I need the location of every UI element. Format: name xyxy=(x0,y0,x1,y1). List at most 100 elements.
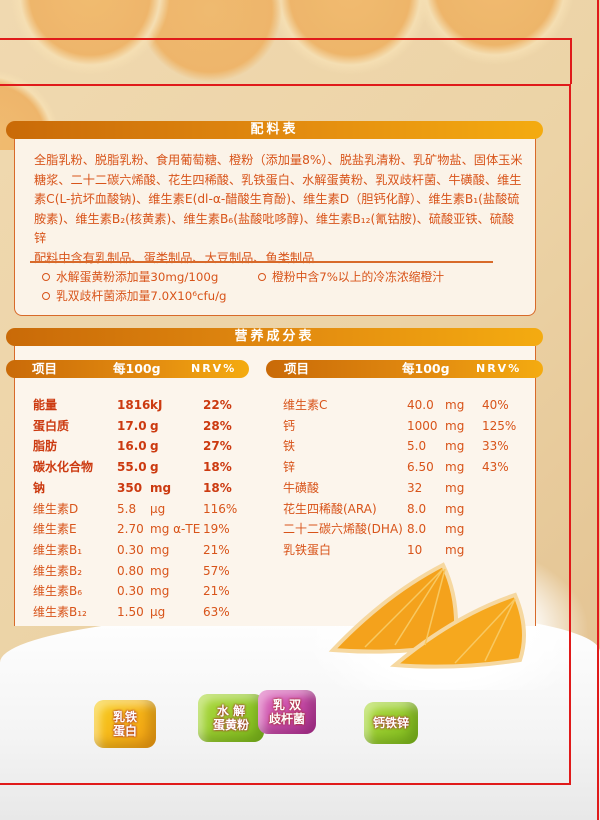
nutrient-name: 牛磺酸 xyxy=(283,480,320,495)
nutrient-nrv: 63% xyxy=(203,605,230,619)
header-per100g: 每100g xyxy=(402,361,450,376)
nutrition-row: 维生素D 5.8 μg 116% xyxy=(0,499,560,519)
circle-bullet-icon xyxy=(42,272,50,281)
nutrition-row: 蛋白质 17.0 g 28% xyxy=(0,416,560,436)
feature-cube-calcium-iron-zinc: 钙铁锌 xyxy=(364,702,418,744)
nutrient-name: 钙 xyxy=(283,418,296,433)
nutrition-row: 钙 1000 mg 125% xyxy=(0,416,560,436)
frame-line xyxy=(569,85,571,784)
nutrient-unit: g xyxy=(150,439,159,454)
nutrient-unit: mg xyxy=(445,439,465,454)
nutrient-unit: mg xyxy=(150,542,170,557)
nutrition-row: 维生素B₁₂ 1.50 μg 63% xyxy=(0,602,560,622)
nutrient-nrv: 43% xyxy=(482,460,509,475)
allergen-statement: 配料中含有乳制品、蛋类制品、大豆制品、鱼类制品 xyxy=(34,250,315,265)
nutrient-name: 锌 xyxy=(283,460,296,475)
ingredients-list: 全脂乳粉、脱脂乳粉、食用葡萄糖、橙粉（添加量8%）、脱盐乳清粉、乳矿物盐、固体玉… xyxy=(34,153,523,246)
nutrient-value: 0.30 xyxy=(117,542,144,557)
nutrient-name: 铁 xyxy=(283,439,296,454)
nutrient-unit: mg xyxy=(445,398,465,412)
nutrient-value: 10 xyxy=(407,542,423,557)
nutrition-row: 乳铁蛋白 10 mg xyxy=(0,540,560,560)
circle-bullet-icon xyxy=(42,291,50,300)
nutrient-unit: g xyxy=(150,418,159,433)
nutrient-name: 维生素B₂ xyxy=(33,563,83,578)
nutrient-unit: mg xyxy=(445,460,465,475)
nutrient-name: 碳水化合物 xyxy=(33,460,94,475)
nutrient-name: 乳铁蛋白 xyxy=(283,542,332,557)
ingredients-title-bar: 配料表 xyxy=(6,121,543,139)
nutrient-value: 1816 xyxy=(117,398,151,412)
note-item: 水解蛋黄粉添加量30mg/100g xyxy=(42,268,218,285)
nutrition-row: 维生素B₆ 0.30 mg 21% xyxy=(0,581,560,601)
nutrient-value: 1000 xyxy=(407,418,438,433)
orange-wedges-image xyxy=(328,562,526,669)
nutrient-nrv: 22% xyxy=(203,398,232,412)
nutrient-value: 8.0 xyxy=(407,522,427,537)
nutrient-name: 花生四稀酸(ARA) xyxy=(283,501,377,516)
nutrient-value: 0.30 xyxy=(117,584,144,599)
nutrient-unit: mg xyxy=(150,584,170,599)
nutrient-nrv: 125% xyxy=(482,418,517,433)
frame-line xyxy=(0,783,571,785)
nutrient-value: 40.0 xyxy=(407,398,434,412)
nutrient-unit: μg xyxy=(150,501,166,516)
nutrient-unit: mg xyxy=(445,501,465,516)
frame-line xyxy=(597,0,599,820)
nutrient-name: 维生素B₁ xyxy=(33,542,83,557)
nutrient-unit: mg xyxy=(445,542,465,557)
nutrient-value: 1.50 xyxy=(117,605,144,619)
nutrition-title-bar: 营养成分表 xyxy=(6,328,543,346)
nutrient-unit: mg xyxy=(445,522,465,537)
nutrient-name: 二十二碳六烯酸(DHA) xyxy=(283,522,403,537)
header-item: 项目 xyxy=(32,361,58,376)
nutrient-name: 维生素C xyxy=(283,398,328,412)
nutrient-value: 17.0 xyxy=(117,418,147,433)
frame-line xyxy=(0,84,571,86)
nutrient-unit: mg xyxy=(445,418,465,433)
frame-line xyxy=(0,38,571,40)
nutrient-name: 脂肪 xyxy=(33,439,58,454)
nutrient-name: 维生素B₆ xyxy=(33,584,83,599)
nutrition-row: 维生素C 40.0 mg 40% xyxy=(0,395,560,415)
nutrition-row: 碳水化合物 55.0 g 18% xyxy=(0,457,560,477)
divider xyxy=(30,261,493,263)
feature-cube-bifidobacterium: 乳 双歧杆菌 xyxy=(258,690,316,734)
nutrient-nrv: 27% xyxy=(203,439,232,454)
nutrient-nrv: 19% xyxy=(203,522,230,537)
nutrient-nrv: 40% xyxy=(482,398,509,412)
nutrient-value: 5.8 xyxy=(117,501,137,516)
nutrient-value: 8.0 xyxy=(407,501,427,516)
nutrient-unit: mg α-TE xyxy=(150,522,201,537)
nutrient-name: 蛋白质 xyxy=(33,418,70,433)
nutrient-nrv: 18% xyxy=(203,460,232,475)
nutrient-unit: g xyxy=(150,460,159,475)
ingredients-title: 配料表 xyxy=(250,122,299,137)
nutrient-name: 维生素E xyxy=(33,522,77,537)
nutrition-row: 脂肪 16.0 g 27% xyxy=(0,436,560,456)
ingredients-box xyxy=(14,128,536,316)
nutrient-unit: mg xyxy=(445,480,465,495)
feature-cube-egg-yolk: 水 解蛋黄粉 xyxy=(198,694,264,742)
header-item: 项目 xyxy=(284,361,310,376)
nutrient-name: 能量 xyxy=(33,398,58,412)
header-nrv: NRV% xyxy=(476,362,522,375)
nutrient-name: 钠 xyxy=(33,480,46,495)
nutrient-value: 16.0 xyxy=(117,439,147,454)
nutrient-nrv: 21% xyxy=(203,584,230,599)
nutrient-nrv: 21% xyxy=(203,542,230,557)
nutrient-value: 6.50 xyxy=(407,460,434,475)
nutrition-row: 牛磺酸 32 mg xyxy=(0,478,560,498)
frame-line xyxy=(570,38,572,84)
nutrient-nrv: 116% xyxy=(203,501,238,516)
nutrition-row: 锌 6.50 mg 43% xyxy=(0,457,560,477)
nutrient-nrv: 33% xyxy=(482,439,509,454)
nutrient-name: 维生素D xyxy=(33,501,79,516)
nutrient-value: 0.80 xyxy=(117,563,144,578)
nutrient-value: 5.0 xyxy=(407,439,427,454)
nutrient-nrv: 18% xyxy=(203,480,232,495)
nutrition-row: 维生素B₁ 0.30 mg 21% xyxy=(0,540,560,560)
nutrient-unit: μg xyxy=(150,605,166,619)
ingredients-text: 全脂乳粉、脱脂乳粉、食用葡萄糖、橙粉（添加量8%）、脱盐乳清粉、乳矿物盐、固体玉… xyxy=(34,151,524,269)
nutrient-value: 55.0 xyxy=(117,460,147,475)
